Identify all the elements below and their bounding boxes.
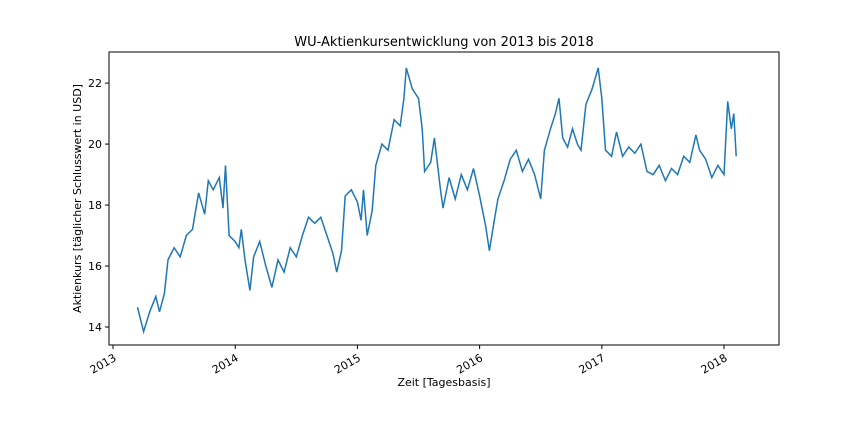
x-tick-label: 2015 bbox=[332, 351, 363, 376]
y-axis-label: Aktienkurs [täglicher Schlusswert in USD… bbox=[71, 84, 84, 313]
chart-title: WU-Aktienkursentwicklung von 2013 bis 20… bbox=[294, 35, 593, 50]
x-axis-label: Zeit [Tagesbasis] bbox=[397, 376, 490, 389]
y-tick-label: 14 bbox=[88, 321, 102, 334]
plot-frame bbox=[108, 51, 780, 346]
y-tick-label: 18 bbox=[88, 199, 102, 212]
y-tick-label: 20 bbox=[88, 138, 102, 151]
x-tick-label: 2017 bbox=[577, 351, 608, 376]
x-tick-label: 2014 bbox=[210, 351, 241, 376]
y-tick-label: 16 bbox=[88, 260, 102, 273]
x-tick-label: 2018 bbox=[699, 351, 730, 376]
x-tick-label: 2013 bbox=[88, 351, 119, 376]
y-tick-label: 22 bbox=[88, 77, 102, 90]
price-line bbox=[136, 67, 737, 335]
x-tick-label: 2016 bbox=[454, 351, 485, 376]
